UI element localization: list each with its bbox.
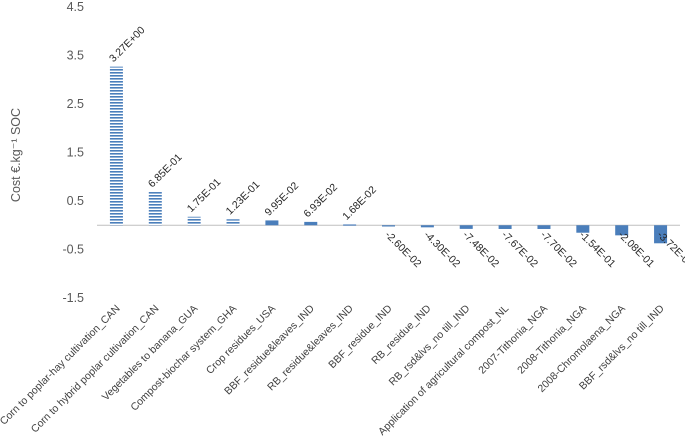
bar	[615, 225, 629, 236]
y-tick-label: 2.5	[67, 97, 84, 111]
data-label: -3.72E-01	[654, 229, 685, 270]
bar	[343, 224, 357, 226]
bar	[226, 219, 240, 226]
y-axis-ticks: -1.5 -0.5 0.5 1.5 2.5 3.5 4.5	[62, 0, 84, 305]
y-tick-label: -1.5	[62, 291, 84, 305]
data-label: -1.54E-01	[577, 229, 618, 270]
bar	[459, 225, 473, 229]
data-label: 6.93E-02	[301, 181, 340, 220]
bar	[187, 216, 201, 226]
data-label: -2.08E-01	[616, 229, 657, 270]
data-label: -4.30E-02	[421, 229, 462, 270]
bar	[382, 225, 395, 227]
data-label: -7.67E-02	[499, 229, 540, 270]
bar	[537, 225, 551, 229]
data-labels: 3.27E+00 6.85E-011.75E-01 1.23E-01 9.95E-02…	[107, 24, 685, 270]
y-tick-label: 0.5	[67, 194, 84, 208]
data-label: -7.70E-02	[538, 229, 579, 270]
bar	[148, 192, 162, 226]
y-tick-label: 1.5	[67, 146, 84, 160]
bar	[304, 221, 318, 226]
bar-series	[109, 66, 668, 244]
data-label: 6.85E-01	[146, 151, 185, 190]
y-tick-label: 4.5	[67, 0, 84, 14]
category-label: 2007-Tithonia_NGA	[476, 303, 550, 377]
data-label: 9.95E-02	[263, 180, 302, 219]
bar	[654, 225, 668, 244]
data-label: -2.60E-02	[382, 229, 423, 270]
data-label: 3.27E+00	[107, 24, 148, 65]
data-label: 1.75E-01	[185, 176, 224, 215]
bar	[109, 66, 123, 226]
bar	[265, 220, 279, 226]
y-tick-label: 3.5	[67, 49, 84, 63]
y-axis-title: Cost €.kg⁻¹ SOC	[9, 108, 23, 202]
bar	[576, 225, 590, 233]
data-label: 1.23E-01	[224, 179, 263, 218]
bar	[498, 225, 512, 229]
category-label: 2008-Tithonia_NGA	[515, 303, 589, 377]
data-label: 1.68E-02	[340, 184, 379, 223]
y-tick-label: -0.5	[62, 243, 84, 257]
bar	[420, 225, 434, 228]
category-label: Crop residues_USA	[204, 303, 278, 377]
data-label: -7.48E-02	[460, 229, 501, 270]
